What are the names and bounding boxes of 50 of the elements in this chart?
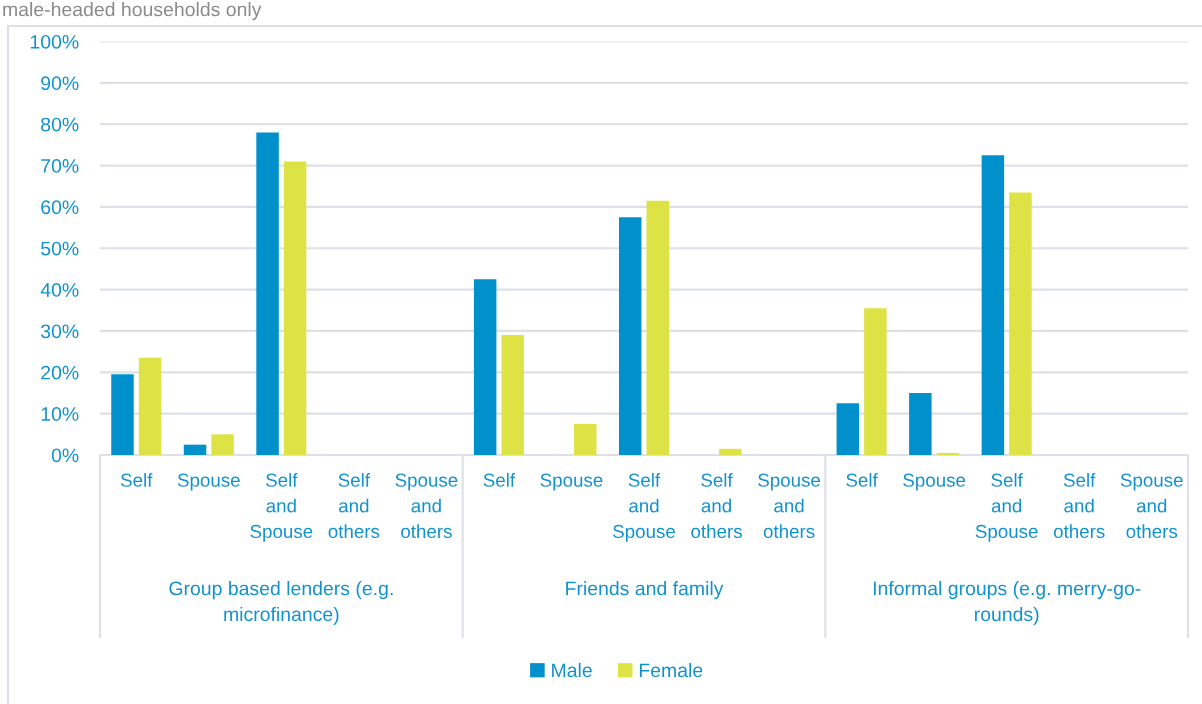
bar <box>1009 192 1032 455</box>
bar <box>646 200 670 455</box>
bar <box>936 452 960 455</box>
bar <box>211 434 234 455</box>
text: Informal groups (e.g. merry-go-rounds) <box>873 581 1141 625</box>
x-tick-label: Spouse <box>903 473 966 491</box>
x-tick-label: Self and others <box>1053 473 1105 539</box>
y-tick-label: 40% <box>40 283 79 297</box>
legend-label: Male <box>552 662 592 678</box>
y-tick-label: 70% <box>41 159 79 173</box>
y-tick-label: 20% <box>41 365 79 380</box>
bar <box>864 308 887 455</box>
bar <box>618 217 642 455</box>
x-tick-label: Self <box>483 473 516 487</box>
bar <box>574 423 597 455</box>
y-tick-label: 30% <box>40 324 79 339</box>
bar <box>283 161 307 455</box>
bar <box>836 403 860 455</box>
bar <box>256 132 279 455</box>
bar <box>183 444 207 455</box>
chart-title: male-headed households only <box>3 2 262 21</box>
legend-label: Female <box>639 662 703 678</box>
bar <box>909 392 932 455</box>
y-tick-label: 0% <box>51 448 79 463</box>
x-tick-label: Self <box>846 473 878 487</box>
x-tick-label: Self and Spouse <box>613 473 675 542</box>
x-tick-label: Self and others <box>328 473 380 539</box>
x-tick-label: Self <box>120 473 153 487</box>
x-tick-label: Spouse <box>177 473 240 491</box>
y-tick-label: 10% <box>41 407 79 421</box>
bar <box>473 279 497 455</box>
bar <box>981 155 1005 455</box>
bar <box>501 335 524 455</box>
text: Friends and family <box>566 581 724 600</box>
x-tick-label: Self and Spouse <box>975 473 1038 542</box>
x-tick-label: Self and Spouse <box>250 473 313 542</box>
y-tick-label: 100% <box>30 34 79 49</box>
bar <box>719 448 742 455</box>
x-tick-label: Spouse and others <box>758 473 821 539</box>
x-tick-label: Spouse <box>540 473 603 491</box>
x-tick-label: Spouse and others <box>395 473 458 539</box>
x-tick-label: Self and others <box>691 473 742 539</box>
y-tick-label: 60% <box>41 200 79 215</box>
text: Group based lenders (e.g. microfinance) <box>169 581 393 625</box>
bar <box>138 357 162 455</box>
x-tick-label: Spouse and others <box>1120 473 1183 539</box>
bar <box>111 374 134 455</box>
y-tick-label: 50% <box>41 241 79 256</box>
y-tick-label: 90% <box>41 76 79 91</box>
y-tick-label: 80% <box>41 117 79 132</box>
